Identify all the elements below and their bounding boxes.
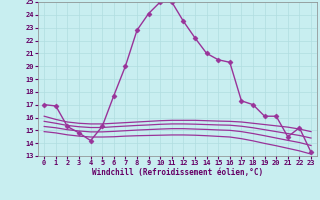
- X-axis label: Windchill (Refroidissement éolien,°C): Windchill (Refroidissement éolien,°C): [92, 168, 263, 177]
